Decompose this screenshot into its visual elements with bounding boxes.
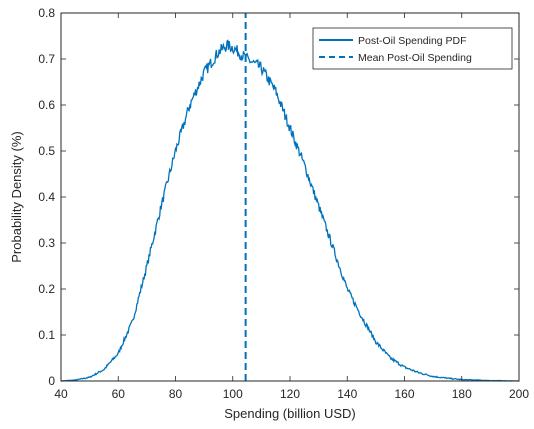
series-line-pdf xyxy=(60,39,519,382)
x-tick-label: 120 xyxy=(280,387,300,401)
y-tick-label: 0.7 xyxy=(38,52,55,66)
x-tick-label: 180 xyxy=(452,387,472,401)
x-tick-label: 200 xyxy=(509,387,529,401)
legend-box xyxy=(312,27,513,70)
legend-label-pdf: Post-Oil Spending PDF xyxy=(358,35,467,47)
y-tick-label: 0.1 xyxy=(38,328,55,342)
x-tick-label: 100 xyxy=(223,387,243,401)
plot-area xyxy=(60,13,519,382)
y-tick-label: 0.2 xyxy=(38,282,55,296)
legend-label-mean: Mean Post-Oil Spending xyxy=(358,52,472,64)
legend: Post-Oil Spending PDF Mean Post-Oil Spen… xyxy=(312,27,513,70)
y-tick-label: 0.6 xyxy=(38,98,55,112)
y-tick-label: 0.3 xyxy=(38,236,55,250)
y-tick-label: 0 xyxy=(48,374,55,388)
axis-ticks: 40 60 80 100 120 140 160 180 200 0 0.1 0.2 0.3 0.4 0.5… xyxy=(38,6,529,401)
x-tick-label: 40 xyxy=(54,387,68,401)
x-tick-label: 80 xyxy=(169,387,183,401)
y-axis-label: Probability Density (%) xyxy=(9,131,24,263)
x-tick-label: 140 xyxy=(337,387,357,401)
x-tick-label: 160 xyxy=(394,387,414,401)
x-axis-label: Spending (billion USD) xyxy=(224,406,356,421)
y-tick-label: 0.4 xyxy=(38,190,55,204)
y-tick-label: 0.5 xyxy=(38,144,55,158)
x-tick-label: 60 xyxy=(112,387,126,401)
y-tick-label: 0.8 xyxy=(38,6,55,20)
